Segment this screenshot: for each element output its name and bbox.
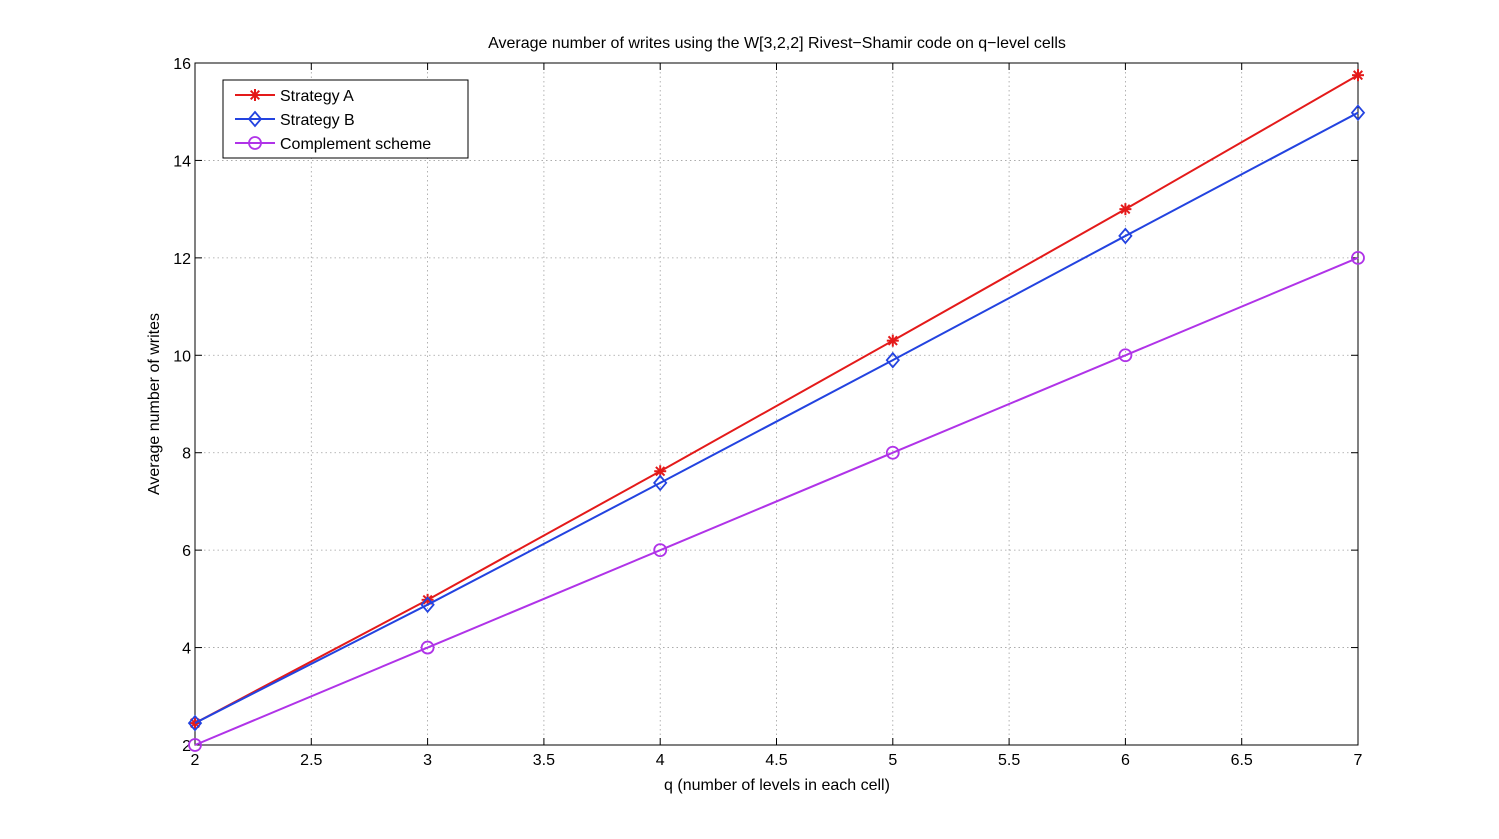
data-point (653, 474, 668, 492)
legend-label: Complement scheme (280, 136, 431, 153)
x-tick-label: 3.5 (533, 752, 555, 769)
legend-entry: Strategy B (235, 110, 355, 129)
series-line (194, 111, 1359, 724)
legend-label: Strategy A (280, 88, 354, 105)
x-tick-label: 4.5 (765, 752, 787, 769)
legend-swatch-marker (248, 136, 262, 150)
data-point (1351, 250, 1365, 265)
x-tick-label: 6.5 (1231, 752, 1253, 769)
asterisk-stroke (249, 89, 261, 101)
series-2 (188, 250, 1365, 752)
y-tick-label: 2 (182, 738, 191, 755)
legend-swatch-marker (247, 110, 263, 128)
data-point (885, 351, 900, 369)
series-line (194, 256, 1359, 746)
y-tick-label: 8 (182, 446, 191, 463)
legend: Strategy A Strategy B Complement scheme (222, 79, 469, 159)
axis-ticks: 2 2.5 3 3.5 4 4.5 5 5.5 6 6.5 7 2 4 6 8 10 12 14 16 (173, 56, 1362, 769)
series-line (194, 74, 1359, 724)
y-tick-label: 12 (173, 251, 191, 268)
y-axis-label: Average number of writes (146, 313, 163, 495)
x-axis-label: q (number of levels in each cell) (664, 777, 890, 794)
y-tick-label: 16 (173, 56, 191, 73)
legend-entry: Complement scheme (235, 136, 431, 153)
y-tick-label: 6 (182, 543, 191, 560)
x-tick-label: 5.5 (998, 752, 1020, 769)
data-point (1352, 69, 1364, 82)
x-tick-label: 4 (656, 752, 665, 769)
x-tick-label: 5 (888, 752, 897, 769)
y-tick-label: 14 (173, 153, 191, 170)
x-tick-label: 6 (1121, 752, 1130, 769)
data-point (188, 738, 202, 752)
x-tick-label: 2.5 (300, 752, 322, 769)
series-1 (187, 104, 1366, 732)
data-point (1118, 348, 1133, 363)
data-point (1118, 227, 1133, 245)
y-tick-label: 4 (182, 641, 191, 658)
legend-swatch-marker (249, 89, 261, 101)
x-tick-label: 7 (1354, 752, 1363, 769)
legend-entry: Strategy A (235, 88, 354, 105)
x-tick-label: 2 (191, 752, 200, 769)
asterisk-stroke (422, 594, 433, 605)
asterisk-stroke (887, 335, 898, 346)
asterisk-stroke (1120, 204, 1131, 215)
plot-frame (194, 62, 1359, 746)
data-point (420, 596, 435, 614)
data-point (187, 714, 203, 732)
asterisk-stroke (655, 466, 666, 477)
y-tick-label: 10 (173, 348, 191, 365)
x-tick-label: 3 (423, 752, 432, 769)
data-point (885, 445, 900, 460)
asterisk-stroke (1352, 70, 1364, 81)
data-point (1350, 104, 1366, 122)
data-point (653, 543, 668, 558)
grid-lines (195, 63, 1358, 745)
legend-label: Strategy B (280, 112, 355, 129)
series-lines (187, 69, 1366, 752)
chart-title: Average number of writes using the W[3,2… (488, 35, 1066, 52)
data-point (886, 334, 899, 347)
data-point (420, 640, 435, 655)
data-point (1119, 203, 1132, 216)
